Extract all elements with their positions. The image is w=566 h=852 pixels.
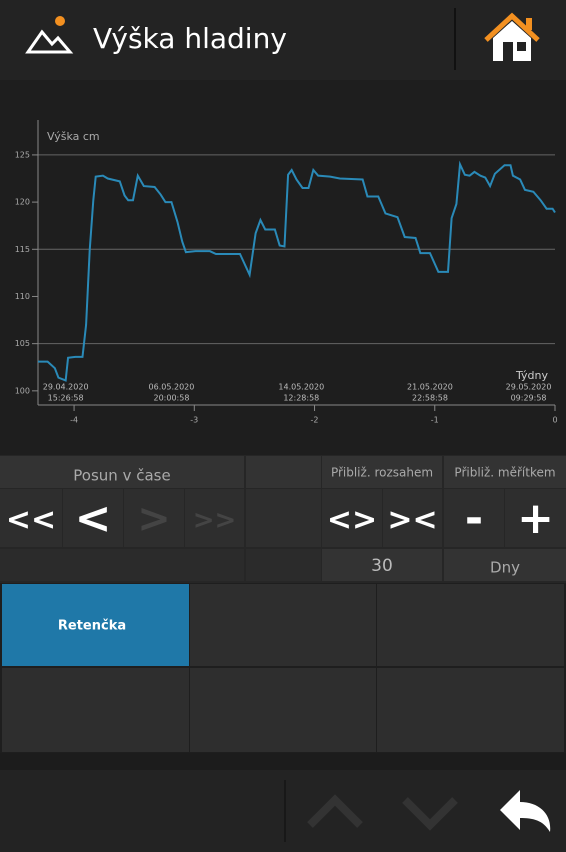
button-label: >< — [387, 503, 437, 538]
header — [0, 0, 566, 80]
x-tick-label: -4 — [70, 416, 78, 425]
cell — [0, 549, 244, 581]
time-label: 09:29:58 — [511, 394, 547, 403]
button[interactable] — [505, 489, 566, 547]
x-tick-label: -2 — [311, 416, 319, 425]
button-label: > — [137, 496, 171, 542]
y-tick-label: 100 — [15, 386, 30, 395]
tile[interactable] — [190, 668, 376, 752]
time-label: 15:26:58 — [48, 394, 84, 403]
chart: 100 105 110 115 120 125 -4 -3 -2 -1 0 Výška cm Týdny… — [15, 120, 558, 425]
y-tick-label: 110 — [15, 292, 30, 301]
range-value: 30 — [371, 556, 393, 576]
cell — [322, 549, 442, 581]
button[interactable] — [63, 489, 123, 547]
app-icon — [25, 16, 74, 54]
tile[interactable] — [190, 584, 376, 666]
button[interactable] — [185, 489, 244, 547]
back-button[interactable] — [500, 790, 551, 832]
cell — [246, 549, 321, 581]
button-label: << — [6, 503, 56, 538]
date-label: 06.05.2020 — [149, 383, 195, 392]
y-tick-label: 105 — [15, 339, 30, 348]
x-tick-label: 0 — [552, 416, 557, 425]
cell — [0, 456, 244, 488]
y-axis-label: Výška cm — [47, 130, 100, 143]
home-button[interactable] — [484, 12, 540, 61]
tile[interactable] — [377, 584, 564, 666]
cell — [246, 456, 321, 488]
down-button[interactable] — [402, 797, 458, 831]
y-tick-label: 125 — [15, 150, 30, 159]
time-label: 22:58:58 — [412, 394, 448, 403]
date-label: 14.05.2020 — [278, 383, 324, 392]
x-tick-label: -1 — [431, 416, 439, 425]
button-label: - — [465, 493, 483, 544]
cell — [246, 489, 321, 547]
time-label: 12:28:58 — [283, 394, 319, 403]
x-tick-label: -3 — [190, 416, 198, 425]
button[interactable] — [124, 489, 184, 547]
y-tick-label: 115 — [15, 245, 30, 254]
tiles: Retenčka — [0, 583, 566, 753]
tile-label: Retenčka — [58, 619, 126, 634]
tile[interactable] — [2, 668, 189, 752]
controls: Posun v čase Přibliž. rozsahem Přibliž. … — [0, 455, 566, 583]
pan-label: Posun v čase — [73, 467, 170, 485]
chart-area — [0, 80, 566, 455]
range-zoom-label: Přibliž. rozsahem — [331, 466, 433, 480]
date-label: 29.05.2020 — [506, 383, 552, 392]
x-axis-label: Týdny — [515, 369, 548, 382]
cell — [444, 549, 566, 581]
button-label: >> — [193, 506, 237, 536]
button-label: + — [517, 493, 554, 544]
y-tick-label: 120 — [15, 198, 30, 207]
cell — [322, 456, 442, 488]
cell — [444, 456, 566, 488]
button[interactable] — [322, 489, 382, 547]
page-title: Výška hladiny — [93, 22, 287, 55]
date-label: 29.04.2020 — [43, 383, 89, 392]
scale-zoom-label: Přibliž. měřítkem — [454, 466, 555, 480]
data-line — [38, 160, 556, 382]
button-label: < — [75, 493, 112, 544]
tile[interactable] — [2, 584, 189, 666]
time-label: 20:00:58 — [153, 394, 189, 403]
button[interactable] — [0, 489, 62, 547]
up-button[interactable] — [307, 794, 363, 828]
button-label: <> — [327, 503, 377, 538]
tile[interactable] — [377, 668, 564, 752]
footer — [0, 770, 566, 852]
button[interactable] — [444, 489, 504, 547]
unit: Dny — [490, 559, 520, 577]
date-label: 21.05.2020 — [407, 383, 453, 392]
button[interactable] — [383, 489, 442, 547]
